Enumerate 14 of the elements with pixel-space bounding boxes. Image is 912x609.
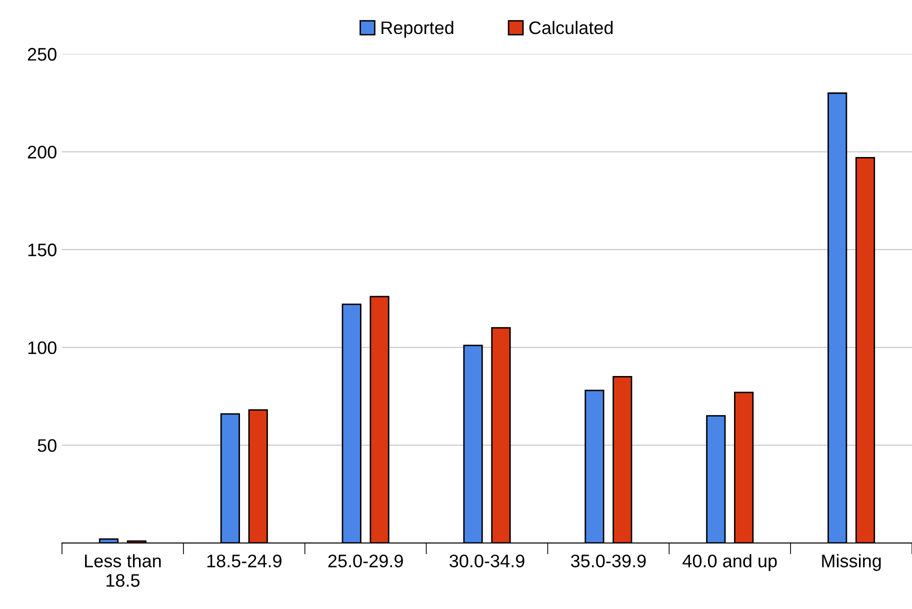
- x-tick-label: 30.0-34.9: [450, 554, 524, 568]
- legend-label: Reported: [382, 20, 454, 38]
- y-tick-label: 50: [38, 439, 56, 452]
- x-tick-label: 35.0-39.9: [570, 554, 646, 568]
- y-tick-label: 250: [28, 48, 56, 61]
- x-tick-label: 40.0 and up: [682, 554, 777, 571]
- x-tick-label: 25.0-29.9: [328, 554, 403, 568]
- x-tick-label: Missing: [822, 554, 881, 571]
- x-tick-label: Less than 18.5: [85, 554, 161, 587]
- y-tick-label: 100: [28, 341, 56, 354]
- x-tick-label: 18.5-24.9: [207, 554, 282, 568]
- legend-label: Calculated: [529, 20, 613, 34]
- y-tick-label: 150: [28, 244, 56, 256]
- y-tick-label: 200: [28, 146, 56, 159]
